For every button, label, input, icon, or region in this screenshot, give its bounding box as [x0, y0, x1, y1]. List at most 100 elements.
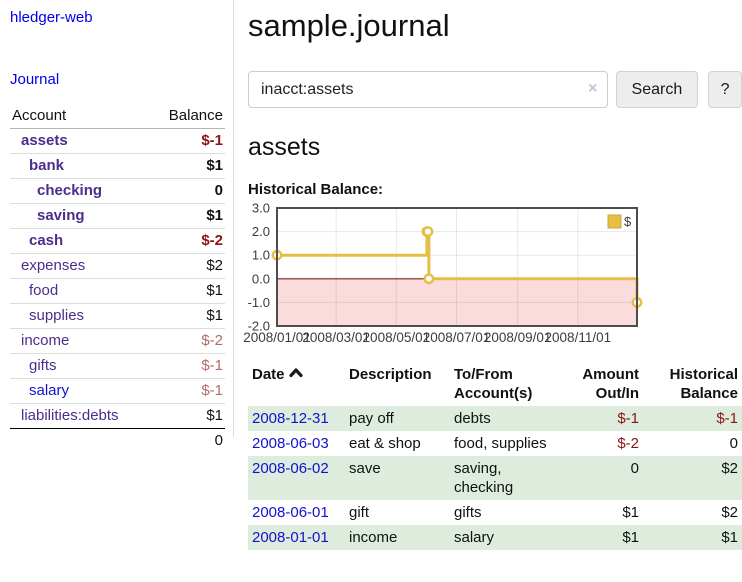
transaction-balance: $2 [721, 460, 738, 477]
account-name-cell: salary [10, 378, 151, 404]
data-point-marker [422, 226, 434, 238]
x-tick-label: 2008/05/01 [363, 330, 431, 345]
register-header-row: Date Description To/From Account(s) Amou… [248, 362, 742, 406]
transaction-balance: $1 [721, 529, 738, 546]
sidebar-divider [233, 0, 234, 437]
account-balance: $1 [150, 303, 225, 329]
account-balance: $-1 [201, 132, 223, 149]
account-row: gifts $-1 [10, 353, 225, 379]
transaction-accounts: saving, checking [454, 460, 514, 496]
account-balance: $1 [150, 403, 225, 429]
account-heading: assets [248, 133, 321, 161]
accounts-col-account: Account [10, 104, 151, 129]
account-row: cash $-2 [10, 228, 225, 254]
account-row: bank $1 [10, 153, 225, 179]
register-col-date[interactable]: Date [248, 362, 345, 406]
register-table: Date Description To/From Account(s) Amou… [248, 362, 742, 550]
account-link-expenses[interactable]: expenses [21, 257, 86, 274]
account-row: salary $-1 [10, 378, 225, 404]
account-balance: $1 [150, 278, 225, 304]
transaction-description: income [349, 529, 398, 546]
x-tick-label: 2008/09/01 [484, 330, 552, 345]
transaction-date-cell: 2008-06-02 [248, 456, 345, 500]
accounts-header-row: Account Balance [10, 104, 225, 129]
register-col-balance: Historical Balance [669, 366, 738, 402]
account-balance: $1 [150, 153, 225, 179]
transaction-balance: $-1 [716, 410, 738, 427]
transaction-date-link[interactable]: 2008-12-31 [252, 410, 329, 427]
transaction-balance: $2 [721, 504, 738, 521]
chart-title: Historical Balance: [248, 181, 384, 198]
account-row: saving $1 [10, 203, 225, 229]
x-tick-label: 2008/01/01 [243, 330, 311, 345]
account-name-cell: gifts [10, 353, 151, 379]
chart-canvas: $3.0 2.0 1.0 0.0 -1.0 -2.02008/01/012008/03/0… [243, 202, 643, 345]
y-tick-label: 1.0 [252, 248, 270, 263]
account-row: assets $-1 [10, 129, 225, 154]
account-link-salary[interactable]: salary [29, 382, 70, 399]
account-name-cell: liabilities:debts [10, 403, 151, 429]
account-link-bank[interactable]: bank [29, 157, 65, 174]
sidebar-item-journal[interactable]: Journal [10, 71, 60, 88]
x-tick-label: 2008/03/01 [302, 330, 370, 345]
clear-search-icon[interactable]: × [588, 80, 598, 97]
account-balance: $-1 [150, 353, 225, 379]
transaction-row: 2008-01-01 income salary $1 $1 [248, 525, 742, 550]
accounts-col-balance: Balance [150, 104, 225, 129]
transaction-row: 2008-06-03 eat & shop food, supplies $-2 0 [248, 431, 742, 456]
transaction-date-link[interactable]: 2008-06-03 [252, 435, 329, 452]
transaction-row: 2008-06-02 save saving, checking 0 $2 [248, 456, 742, 500]
account-balance: $-2 [150, 328, 225, 354]
transaction-accounts: debts [454, 410, 491, 427]
transaction-amount: $1 [622, 504, 639, 521]
account-link-supplies[interactable]: supplies [29, 307, 85, 324]
plot-border [276, 207, 638, 327]
page-title: sample.journal [248, 8, 450, 43]
search-input[interactable] [248, 71, 608, 108]
transaction-date-cell: 2008-06-01 [248, 500, 345, 525]
account-name-cell: assets [10, 129, 151, 154]
transaction-date-link[interactable]: 2008-06-01 [252, 504, 329, 521]
account-name-cell: cash [10, 228, 151, 254]
transaction-description: pay off [349, 410, 394, 427]
transaction-date-cell: 2008-01-01 [248, 525, 345, 550]
account-link-checking[interactable]: checking [37, 182, 103, 199]
main-content: sample.journal × Search ? assets Histori… [243, 0, 742, 550]
register-col-accounts: To/From Account(s) [454, 366, 533, 402]
app-brand-link[interactable]: hledger-web [10, 9, 93, 26]
y-tick-label: -2.0 [248, 319, 270, 334]
account-row: checking 0 [10, 178, 225, 204]
transaction-accounts: gifts [454, 504, 482, 521]
legend-label: $ [624, 214, 632, 229]
account-link-saving[interactable]: saving [37, 207, 85, 224]
transaction-amount: $-2 [617, 435, 639, 452]
transaction-description: save [349, 460, 381, 477]
account-link-liabilities-debts[interactable]: liabilities:debts [21, 407, 119, 424]
data-point-marker [423, 273, 435, 285]
account-link-food[interactable]: food [29, 282, 59, 299]
transaction-date-cell: 2008-06-03 [248, 431, 345, 456]
transaction-date-link[interactable]: 2008-06-02 [252, 460, 329, 477]
account-link-income[interactable]: income [21, 332, 70, 349]
transaction-amount: $1 [622, 529, 639, 546]
account-row: expenses $2 [10, 253, 225, 279]
help-button[interactable]: ? [708, 71, 742, 108]
accounts-table: Account Balance assets $-1 bank $1 checking 0… [10, 104, 225, 453]
account-row: liabilities:debts $1 [10, 403, 225, 429]
account-row: income $-2 [10, 328, 225, 354]
account-balance: $-1 [150, 378, 225, 404]
account-row: food $1 [10, 278, 225, 304]
register-col-amount: Amount Out/In [582, 366, 639, 402]
account-balance: $-2 [150, 228, 225, 254]
account-name-cell: supplies [10, 303, 151, 329]
transaction-accounts: food, supplies [454, 435, 547, 452]
search-button[interactable]: Search [615, 71, 699, 108]
sidebar: hledger-web Journal Account Balance asse… [0, 0, 232, 453]
transaction-date-link[interactable]: 2008-01-01 [252, 529, 329, 546]
historical-balance-chart: $3.0 2.0 1.0 0.0 -1.0 -2.0 2008/01/01 2008/03/0… [237, 202, 742, 350]
account-balance: 0 [150, 178, 225, 204]
account-link-assets[interactable]: assets [21, 132, 68, 149]
account-link-cash[interactable]: cash [29, 232, 64, 249]
account-link-gifts[interactable]: gifts [29, 357, 57, 374]
account-name-cell: income [10, 328, 151, 354]
